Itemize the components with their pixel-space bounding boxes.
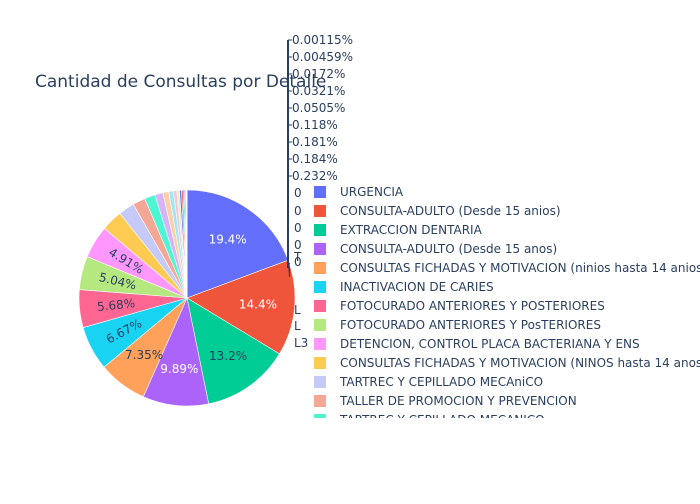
legend-item[interactable]: DETENCION, CONTROL PLACA BACTERIANA Y EN… (308, 334, 700, 353)
legend-item[interactable]: CONSULTAS FICHADAS Y MOTIVACION (ninios … (308, 258, 700, 277)
legend-label: TARTREC Y CEPILLADO MECAniCO (340, 375, 543, 389)
legend-item[interactable]: CONSULTAS FICHADAS Y MOTIVACION (NINOS h… (308, 353, 700, 372)
outside-slice-label: 0.0505% (292, 101, 345, 115)
legend-swatch (314, 338, 326, 350)
legend-label: CONSULTAS FICHADAS Y MOTIVACION (NINOS h… (340, 356, 700, 370)
legend-item[interactable]: CONSULTA-ADULTO (Desde 15 anios) (308, 201, 700, 220)
legend-label: TARTREC Y CEPILLADO MECANICO (340, 413, 545, 419)
legend-item[interactable]: TALLER DE PROMOCION Y PREVENCION (308, 391, 700, 410)
legend-swatch (314, 243, 326, 255)
legend-swatch (314, 186, 326, 198)
legend-label: FOTOCURADO ANTERIORES Y PosTERIORES (340, 318, 601, 332)
legend-item[interactable]: FOTOCURADO ANTERIORES Y POSTERIORES (308, 296, 700, 315)
slice-label: 13.2% (209, 349, 247, 363)
legend-swatch (314, 300, 326, 312)
outside-label-fragment: 0 (294, 186, 302, 200)
chart-title: Cantidad de Consultas por Detalle (35, 72, 326, 92)
slice-label: 9.89% (160, 362, 198, 376)
outside-slice-label: 0.118% (292, 118, 338, 132)
slice-label: 14.4% (239, 298, 277, 312)
outside-label-fragment: L (294, 303, 301, 317)
legend-label: FOTOCURADO ANTERIORES Y POSTERIORES (340, 299, 605, 313)
outside-slice-label: 0.184% (292, 152, 338, 166)
legend-swatch (314, 281, 326, 293)
legend-swatch (314, 224, 326, 236)
legend-label: INACTIVACION DE CARIES (340, 280, 494, 294)
legend-label: CONSULTAS FICHADAS Y MOTIVACION (ninios … (340, 261, 700, 275)
outside-slice-label: 0.181% (292, 135, 338, 149)
outside-label-fragment: 0 (294, 221, 302, 235)
legend-item[interactable]: CONSULTA-ADULTO (Desde 15 anos) (308, 239, 700, 258)
legend-label: DETENCION, CONTROL PLACA BACTERIANA Y EN… (340, 337, 640, 351)
legend-swatch (314, 376, 326, 388)
legend-label: URGENCIA (340, 185, 403, 199)
outside-slice-label: 0.00115% (292, 33, 353, 47)
legend-label: EXTRACCION DENTARIA (340, 223, 482, 237)
legend-swatch (314, 319, 326, 331)
outside-label-fragment: L3 (294, 336, 308, 350)
slice-label: 7.35% (125, 348, 163, 362)
legend-item[interactable]: URGENCIA (308, 182, 700, 201)
legend-swatch (314, 357, 326, 369)
outside-label-fragment: T (293, 250, 302, 264)
slice-label: 19.4% (209, 232, 247, 246)
legend-item[interactable]: INACTIVACION DE CARIES (308, 277, 700, 296)
legend-swatch (314, 262, 326, 274)
outside-slice-label: 0.232% (292, 169, 338, 183)
outside-label-fragment: 0 (294, 204, 302, 218)
legend-label: CONSULTA-ADULTO (Desde 15 anos) (340, 242, 557, 256)
legend-item[interactable]: TARTREC Y CEPILLADO MECANICO (308, 410, 700, 418)
legend-label: TALLER DE PROMOCION Y PREVENCION (340, 394, 577, 408)
legend-swatch (314, 205, 326, 217)
legend-item[interactable]: EXTRACCION DENTARIA (308, 220, 700, 239)
legend-swatch (314, 395, 326, 407)
legend[interactable]: URGENCIA CONSULTA-ADULTO (Desde 15 anios)… (308, 182, 700, 418)
legend-item[interactable]: FOTOCURADO ANTERIORES Y PosTERIORES (308, 315, 700, 334)
outside-slice-label: 0.00459% (292, 50, 353, 64)
outside-label-fragment: L (294, 319, 301, 333)
legend-swatch (314, 414, 326, 419)
legend-item[interactable]: TARTREC Y CEPILLADO MECAniCO (308, 372, 700, 391)
legend-label: CONSULTA-ADULTO (Desde 15 anios) (340, 204, 561, 218)
